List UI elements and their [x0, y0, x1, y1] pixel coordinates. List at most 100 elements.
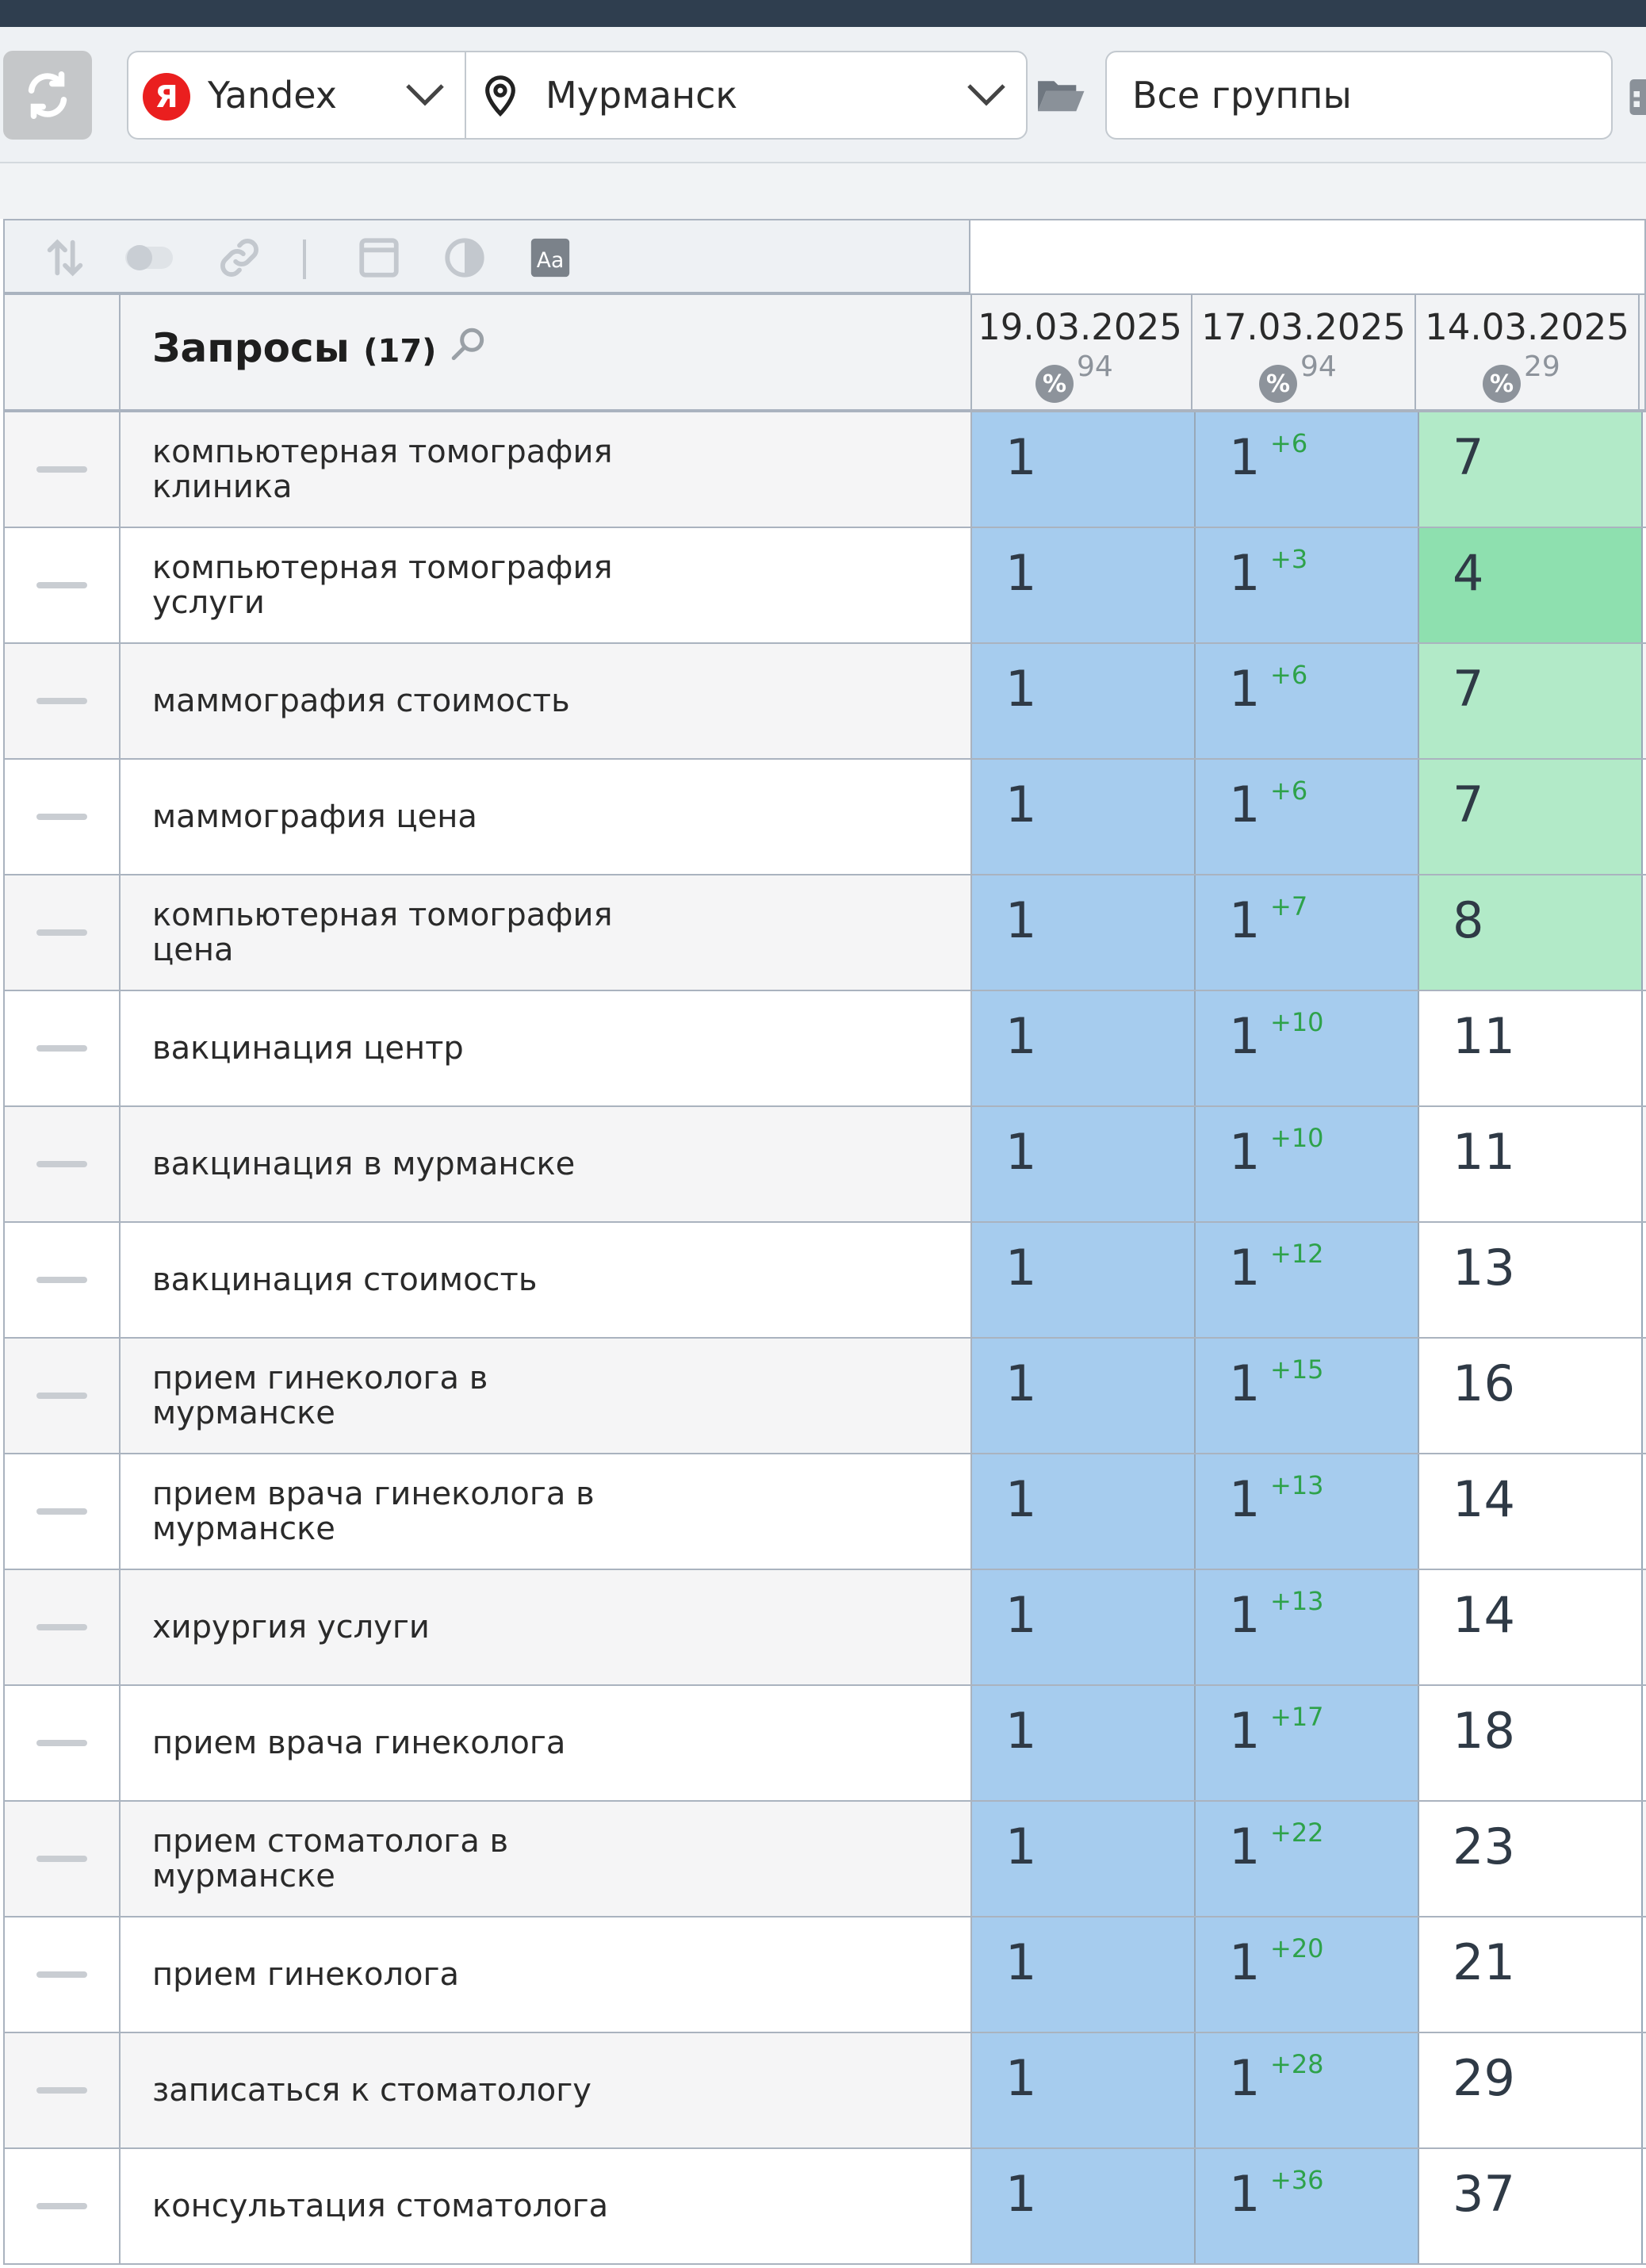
position-cell[interactable]: 18 [1419, 1686, 1643, 1800]
row-handle-cell[interactable] [5, 2033, 121, 2147]
position-cell[interactable]: 1 [972, 2033, 1196, 2147]
sort-icon[interactable] [40, 235, 90, 281]
position-cell[interactable]: 1 [972, 1223, 1196, 1337]
position-cell[interactable]: 16 [1419, 1339, 1643, 1453]
position-cell[interactable]: 14 [1419, 1570, 1643, 1684]
position-cell[interactable]: 1 +6 [1196, 644, 1419, 758]
position-cell[interactable]: 1 [972, 1107, 1196, 1221]
font-size-icon[interactable]: Aa [525, 235, 576, 281]
query-cell[interactable]: хирургия услуги [121, 1570, 972, 1684]
position-cell[interactable]: 1 [972, 1802, 1196, 1916]
table-row[interactable]: хирургия услуги 1 1 +13 14 [3, 1570, 1646, 1686]
position-cell[interactable]: 14 [1419, 1454, 1643, 1569]
position-cell[interactable]: 21 [1419, 1917, 1643, 2032]
table-row[interactable]: вакцинация стоимость 1 1 +12 13 [3, 1223, 1646, 1339]
position-cell[interactable]: 1 [972, 1339, 1196, 1453]
position-cell[interactable]: 11 [1419, 1107, 1643, 1221]
row-handle-cell[interactable] [5, 412, 121, 527]
position-cell[interactable]: 1 [972, 1570, 1196, 1684]
query-cell[interactable]: вакцинация в мурманске [121, 1107, 972, 1221]
row-handle-cell[interactable] [5, 1686, 121, 1800]
table-row[interactable]: прием гинеколога в мурманске 1 1 +15 16 [3, 1339, 1646, 1454]
row-handle-cell[interactable] [5, 875, 121, 990]
toggle-icon[interactable] [124, 235, 174, 281]
table-row[interactable]: прием гинеколога 1 1 +20 21 [3, 1917, 1646, 2033]
position-cell[interactable]: 1 +3 [1196, 528, 1419, 642]
row-handle-cell[interactable] [5, 1223, 121, 1337]
table-row[interactable]: прием стоматолога в мурманске 1 1 +22 23 [3, 1802, 1646, 1917]
position-cell[interactable]: 1 +10 [1196, 1107, 1419, 1221]
row-handle-cell[interactable] [5, 644, 121, 758]
search-engine-select[interactable]: Я Yandex [127, 51, 465, 140]
window-icon[interactable] [354, 235, 404, 281]
position-cell[interactable]: 1 +13 [1196, 1570, 1419, 1684]
query-cell[interactable]: компьютерная томография клиника [121, 412, 972, 527]
position-cell[interactable]: 13 [1419, 1223, 1643, 1337]
query-cell[interactable]: консультация стоматолога [121, 2149, 972, 2263]
position-cell[interactable]: 7 [1419, 644, 1643, 758]
position-cell[interactable]: 23 [1419, 1802, 1643, 1916]
refresh-button[interactable] [3, 51, 92, 140]
query-cell[interactable]: вакцинация центр [121, 991, 972, 1105]
table-row[interactable]: консультация стоматолога 1 1 +36 37 [3, 2149, 1646, 2265]
date-column-header-2[interactable]: 17.03.2025 % 94 [1192, 295, 1416, 409]
position-cell[interactable]: 1 +15 [1196, 1339, 1419, 1453]
table-row[interactable]: вакцинация в мурманске 1 1 +10 11 [3, 1107, 1646, 1223]
query-cell[interactable]: компьютерная томография цена [121, 875, 972, 990]
row-handle-cell[interactable] [5, 1802, 121, 1916]
link-icon[interactable] [214, 235, 265, 281]
position-cell[interactable]: 1 +17 [1196, 1686, 1419, 1800]
position-cell[interactable]: 1 [972, 2149, 1196, 2263]
table-row[interactable]: записаться к стоматологу 1 1 +28 29 [3, 2033, 1646, 2149]
query-cell[interactable]: компьютерная томография услуги [121, 528, 972, 642]
row-handle-cell[interactable] [5, 1107, 121, 1221]
contrast-icon[interactable] [439, 235, 490, 281]
table-row[interactable]: компьютерная томография клиника 1 1 +6 7 [3, 412, 1646, 528]
position-cell[interactable]: 1 +7 [1196, 875, 1419, 990]
position-cell[interactable]: 1 [972, 644, 1196, 758]
query-cell[interactable]: записаться к стоматологу [121, 2033, 972, 2147]
query-cell[interactable]: прием гинеколога [121, 1917, 972, 2032]
query-cell[interactable]: прием гинеколога в мурманске [121, 1339, 972, 1453]
query-cell[interactable]: прием врача гинеколога [121, 1686, 972, 1800]
position-cell[interactable]: 1 [972, 991, 1196, 1105]
row-handle-cell[interactable] [5, 1454, 121, 1569]
position-cell[interactable]: 1 [972, 1917, 1196, 2032]
row-handle-cell[interactable] [5, 2149, 121, 2263]
query-cell[interactable]: маммография цена [121, 760, 972, 874]
position-cell[interactable]: 1 +12 [1196, 1223, 1419, 1337]
position-cell[interactable]: 1 [972, 1686, 1196, 1800]
position-cell[interactable]: 1 +6 [1196, 760, 1419, 874]
position-cell[interactable]: 4 [1419, 528, 1643, 642]
folder-open-icon[interactable] [1034, 73, 1086, 117]
table-row[interactable]: маммография стоимость 1 1 +6 7 [3, 644, 1646, 760]
row-handle-cell[interactable] [5, 760, 121, 874]
position-cell[interactable]: 1 [972, 760, 1196, 874]
row-handle-cell[interactable] [5, 1917, 121, 2032]
query-cell[interactable]: вакцинация стоимость [121, 1223, 972, 1337]
position-cell[interactable]: 1 +10 [1196, 991, 1419, 1105]
position-cell[interactable]: 8 [1419, 875, 1643, 990]
region-select[interactable]: Мурманск [465, 51, 1028, 140]
table-row[interactable]: компьютерная томография цена 1 1 +7 8 [3, 875, 1646, 991]
position-cell[interactable]: 1 [972, 875, 1196, 990]
position-cell[interactable]: 1 +20 [1196, 1917, 1419, 2032]
row-handle-cell[interactable] [5, 1339, 121, 1453]
position-cell[interactable]: 1 +36 [1196, 2149, 1419, 2263]
position-cell[interactable]: 1 +6 [1196, 412, 1419, 527]
calendar-icon[interactable] [1625, 71, 1646, 119]
date-column-header-3[interactable]: 14.03.2025 % 29 [1416, 295, 1640, 409]
query-cell[interactable]: прием врача гинеколога в мурманске [121, 1454, 972, 1569]
group-select[interactable]: Все группы [1105, 51, 1613, 140]
query-cell[interactable]: маммография стоимость [121, 644, 972, 758]
position-cell[interactable]: 11 [1419, 991, 1643, 1105]
position-cell[interactable]: 7 [1419, 412, 1643, 527]
position-cell[interactable]: 1 +28 [1196, 2033, 1419, 2147]
position-cell[interactable]: 1 +22 [1196, 1802, 1419, 1916]
search-icon[interactable] [449, 325, 488, 365]
table-row[interactable]: маммография цена 1 1 +6 7 [3, 760, 1646, 875]
query-cell[interactable]: прием стоматолога в мурманске [121, 1802, 972, 1916]
table-row[interactable]: вакцинация центр 1 1 +10 11 [3, 991, 1646, 1107]
row-handle-cell[interactable] [5, 1570, 121, 1684]
table-row[interactable]: прием врача гинеколога в мурманске 1 1 +13 1… [3, 1454, 1646, 1570]
